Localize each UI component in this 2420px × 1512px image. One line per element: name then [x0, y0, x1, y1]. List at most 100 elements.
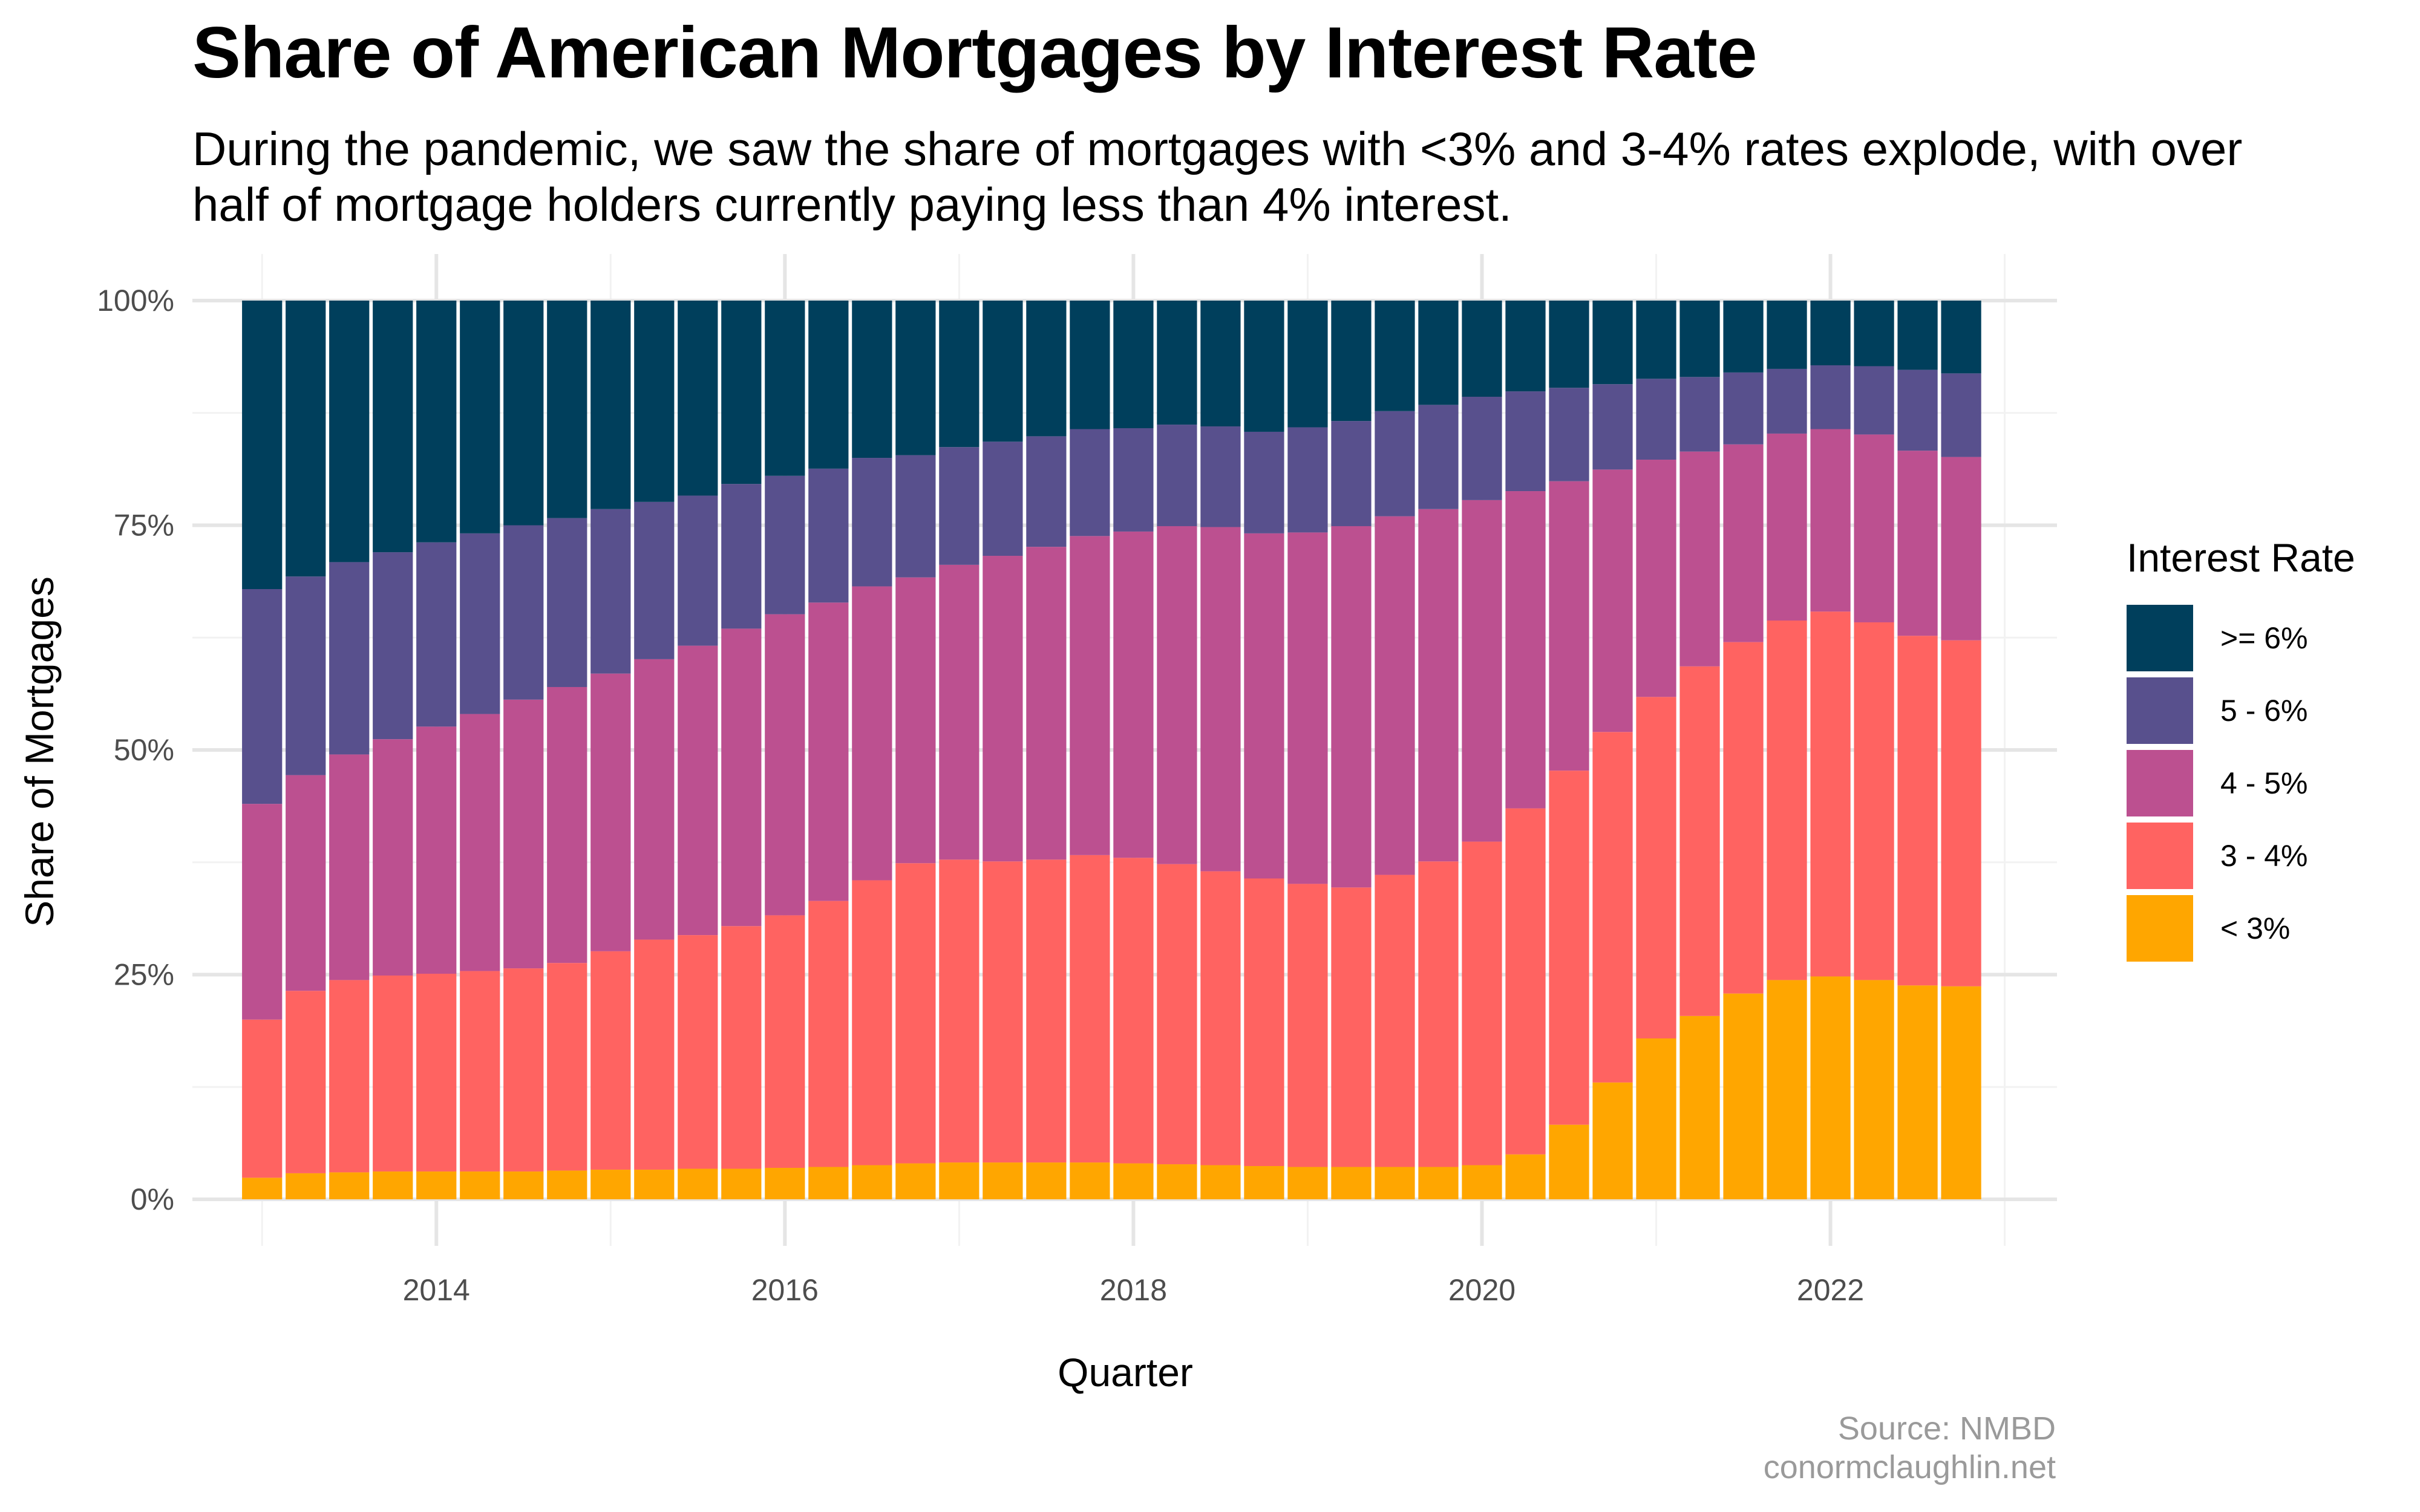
bar-segment: [1462, 841, 1502, 1165]
bar-segment: [1070, 1162, 1110, 1199]
bar-segment: [1026, 301, 1067, 437]
y-tick-label: 75%: [114, 509, 174, 543]
bar-segment: [852, 586, 892, 881]
bar-segment: [1897, 636, 1938, 986]
bar-segment: [286, 301, 326, 577]
y-tick-label: 100%: [97, 284, 174, 318]
bar-segment: [1854, 622, 1894, 980]
bar-segment: [1854, 301, 1894, 367]
bar-segment: [1723, 993, 1764, 1199]
bar-segment: [1549, 481, 1589, 771]
bar-segment: [721, 1168, 762, 1199]
bar-segment: [1287, 532, 1328, 884]
x-axis-title: Quarter: [1058, 1350, 1193, 1395]
bar-segment: [1244, 533, 1284, 879]
bar-segment: [547, 518, 587, 687]
bar-segment: [1767, 433, 1807, 621]
bar-segment: [1810, 365, 1851, 429]
bar-segment: [895, 1163, 936, 1199]
bar-segment: [416, 1171, 457, 1199]
bar-segment: [721, 628, 762, 927]
bar-segment: [1026, 436, 1067, 547]
bar-segment: [1723, 372, 1764, 445]
bar-segment: [721, 484, 762, 629]
bar-segment: [765, 915, 805, 1168]
bar-segment: [1505, 808, 1546, 1155]
bar-segment: [373, 1171, 413, 1199]
bar-segment: [1767, 980, 1807, 1199]
bar-segment: [634, 939, 675, 1170]
bar-segment: [939, 1162, 979, 1199]
bar-segment: [1244, 431, 1284, 533]
bar-segment: [939, 564, 979, 860]
bar-segment: [1070, 855, 1110, 1163]
bar-segment: [329, 980, 370, 1173]
bar-segment: [1767, 368, 1807, 434]
bar-segment: [1854, 366, 1894, 435]
bar-segment: [678, 301, 718, 496]
bar-segment: [808, 301, 849, 469]
bar-segment: [416, 726, 457, 974]
bar-segment: [1157, 425, 1197, 526]
bar-segment: [634, 501, 675, 659]
bar-segment: [1897, 301, 1938, 370]
bar-segment: [1767, 621, 1807, 980]
bar-segment: [1113, 428, 1154, 532]
bar-segment: [1505, 491, 1546, 809]
bar-segment: [1375, 1167, 1415, 1199]
bar-segment: [1505, 1154, 1546, 1199]
y-tick-label: 0%: [131, 1182, 174, 1216]
legend-label: 4 - 5%: [2220, 766, 2308, 800]
bar-segment: [1636, 460, 1676, 697]
bar-segment: [983, 556, 1023, 862]
bar-segment: [1941, 640, 1981, 986]
bar-segment: [1549, 301, 1589, 388]
bar-segment: [1113, 1163, 1154, 1199]
bar-segment: [1418, 301, 1459, 405]
bar-segment: [808, 901, 849, 1167]
bar-segment: [1854, 434, 1894, 622]
bar-segment: [1287, 884, 1328, 1167]
bar-segment: [1679, 1015, 1720, 1199]
bar-segment: [286, 576, 326, 775]
bar-segment: [416, 542, 457, 727]
bar-segment: [1375, 301, 1415, 411]
bar-segment: [852, 458, 892, 587]
bar-segment: [1418, 509, 1459, 862]
bar-segment: [1418, 861, 1459, 1167]
bar-segment: [1157, 864, 1197, 1165]
bar-segment: [1026, 547, 1067, 860]
caption: Source: NMBD conormclaughlin.net: [1764, 1409, 2056, 1487]
bar-segment: [1200, 527, 1241, 872]
bar-segment: [1331, 421, 1372, 526]
bar-segment: [1897, 985, 1938, 1199]
bar-segment: [1941, 373, 1981, 457]
bar-segment: [1375, 875, 1415, 1167]
x-tick-label: 2016: [751, 1273, 819, 1307]
bar-segment: [678, 645, 718, 936]
bar-segment: [373, 975, 413, 1171]
bar-segment: [1679, 377, 1720, 452]
bar-segment: [1897, 370, 1938, 451]
x-tick-label: 2022: [1797, 1273, 1864, 1307]
bar-segment: [1636, 1038, 1676, 1199]
bar-segment: [1331, 1167, 1372, 1199]
legend-label: >= 6%: [2220, 621, 2308, 655]
bar-segment: [460, 714, 500, 971]
bar-segment: [1679, 301, 1720, 377]
x-tick-label: 2014: [403, 1273, 470, 1307]
chart-title: Share of American Mortgages by Interest …: [192, 12, 1758, 93]
bar-segment: [329, 754, 370, 980]
source-caption: Source: NMBD: [1837, 1410, 2056, 1447]
bar-segment: [242, 804, 283, 1020]
bar-segment: [1113, 531, 1154, 858]
bar-segment: [1200, 871, 1241, 1165]
bar-segment: [590, 301, 631, 509]
bar-segment: [939, 301, 979, 448]
bar-segment: [242, 1178, 283, 1199]
bar-segment: [1723, 444, 1764, 642]
bar-segment: [634, 1169, 675, 1199]
bar-segment: [373, 301, 413, 553]
bar-segment: [1200, 301, 1241, 427]
